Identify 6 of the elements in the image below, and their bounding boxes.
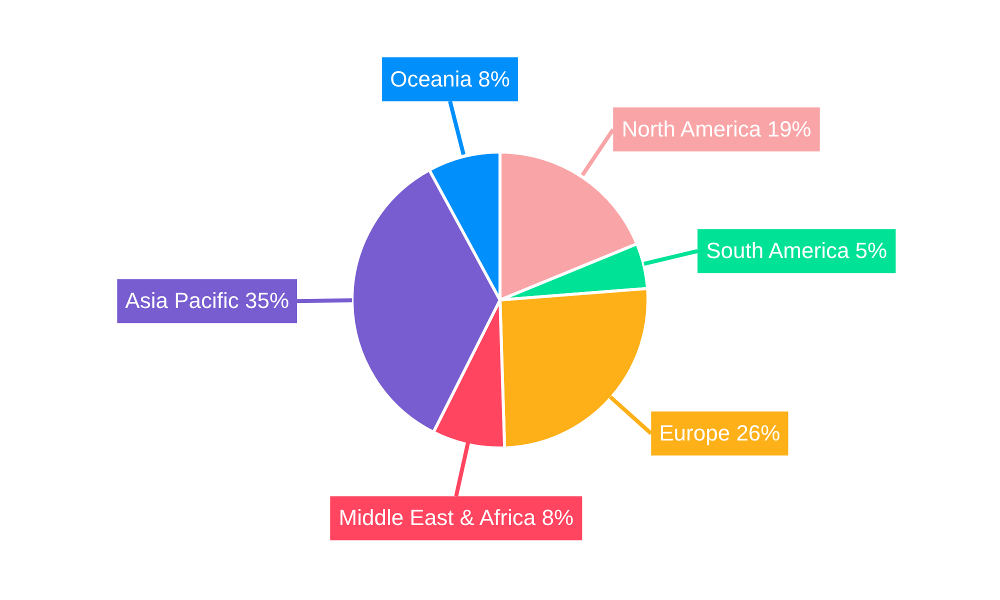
slice-label: North America 19% xyxy=(622,116,812,142)
slice-label: Oceania 8% xyxy=(390,66,510,92)
slice-label: Europe 26% xyxy=(659,420,780,446)
slice-label: South America 5% xyxy=(706,238,888,264)
slice-label: Asia Pacific 35% xyxy=(125,288,290,314)
slice-label: Middle East & Africa 8% xyxy=(338,505,574,530)
